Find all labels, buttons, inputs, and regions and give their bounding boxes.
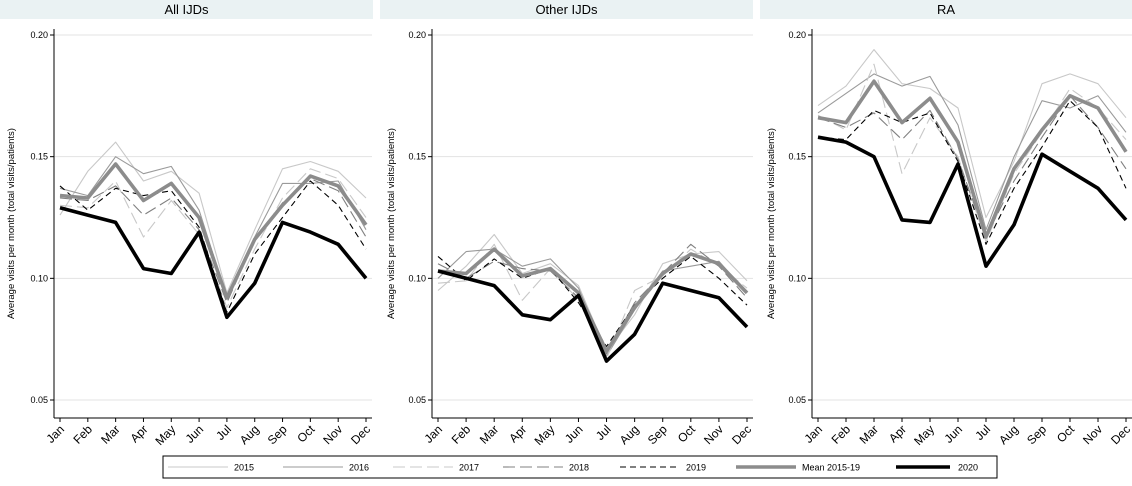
series-line-2019	[437, 255, 748, 348]
x-tick-label: Mar	[477, 422, 502, 447]
x-tick-label: Nov	[701, 422, 726, 447]
y-tick-label: 0.10	[408, 273, 426, 283]
legend: 2015 2016 2017 2018 2019 Mean 2015-19 2020	[162, 455, 998, 479]
x-tick-label: Feb	[70, 422, 95, 447]
y-tick-label: 0.10	[30, 273, 48, 283]
series-line-2015	[817, 49, 1127, 219]
x-tick-label: May	[911, 422, 937, 448]
panel-ra: RA 0.05 0.10 0.15 0.20 Average visits per mon…	[760, 0, 1132, 448]
x-tick-label: Aug	[996, 422, 1021, 447]
x-tick-label: Jul	[972, 422, 993, 443]
x-tick-label: Nov	[320, 422, 345, 447]
x-tick-label: Sep	[1024, 422, 1049, 447]
x-tick-label: Sep	[645, 422, 670, 447]
y-tick-label: 0.15	[788, 152, 806, 162]
series-line-2019	[817, 100, 1127, 245]
legend-box	[162, 455, 998, 479]
panel-title: All IJDs	[164, 2, 209, 17]
panel-other-ijds: Other IJDs 0.05 0.10 0.15 0.20 Average visits…	[380, 0, 754, 448]
x-tick-label: Feb	[829, 422, 854, 447]
x-tick-label: Jun	[183, 422, 207, 446]
series-line-mean-2015-19	[437, 247, 749, 354]
y-axis-label: Average visits per month (total visits/p…	[6, 128, 17, 319]
x-tick-label: Oct	[1054, 422, 1078, 446]
series-line-mean-2015-19	[817, 79, 1128, 239]
x-tick-label: Oct	[294, 422, 318, 446]
series-line-2020	[817, 135, 1128, 268]
series-line-2019	[59, 180, 367, 313]
series-line-2015	[59, 141, 367, 294]
x-tick-label: Mar	[857, 422, 882, 447]
x-tick-label: Dec	[348, 422, 373, 447]
y-tick-label: 0.15	[408, 152, 426, 162]
x-tick-label: Jun	[942, 422, 966, 446]
legend-label: 2019	[686, 463, 706, 473]
panel-title-strip	[760, 0, 1132, 19]
x-tick-label: May	[152, 422, 178, 448]
series-line-2017	[817, 63, 1127, 243]
y-tick-label: 0.20	[30, 30, 48, 40]
y-tick-label: 0.10	[788, 273, 806, 283]
y-tick-label: 0.05	[408, 395, 426, 405]
y-tick-label: 0.05	[30, 395, 48, 405]
x-tick-label: Feb	[449, 422, 474, 447]
panel-title-strip	[380, 0, 753, 19]
legend-label: Mean 2015-19	[802, 463, 860, 473]
x-tick-label: Jul	[213, 422, 234, 443]
series-line-2017	[437, 243, 748, 360]
panel-title: Other IJDs	[535, 2, 598, 17]
x-tick-label: Jun	[562, 422, 586, 446]
series-line-2020	[437, 269, 749, 363]
series-line-2016	[437, 248, 748, 357]
x-tick-label: Dec	[1108, 422, 1132, 447]
x-tick-label: Dec	[729, 422, 754, 447]
y-axis-label: Average visits per month (total visits/p…	[386, 128, 397, 319]
x-tick-label: Oct	[675, 422, 699, 446]
x-tick-label: Jul	[593, 422, 614, 443]
x-tick-label: Jan	[422, 422, 446, 446]
legend-label: 2020	[958, 463, 978, 473]
legend-label: 2016	[349, 463, 369, 473]
x-tick-label: Jan	[44, 422, 68, 446]
y-tick-label: 0.15	[30, 152, 48, 162]
x-tick-label: May	[532, 422, 558, 448]
panel-title-strip	[0, 0, 373, 19]
y-tick-label: 0.05	[788, 395, 806, 405]
x-tick-label: Mar	[98, 422, 123, 447]
y-tick-label: 0.20	[788, 30, 806, 40]
x-tick-label: Jan	[802, 422, 826, 446]
x-tick-label: Sep	[265, 422, 290, 447]
series-line-mean-2015-19	[59, 162, 368, 300]
x-tick-label: Apr	[127, 422, 150, 445]
x-tick-label: Aug	[617, 422, 642, 447]
series-line-2016	[817, 73, 1127, 231]
x-tick-label: Nov	[1080, 422, 1105, 447]
legend-label: 2018	[569, 463, 589, 473]
series-line-2018	[59, 178, 367, 304]
x-tick-label: Apr	[886, 422, 909, 445]
y-tick-label: 0.20	[408, 30, 426, 40]
panel-all-ijds: All IJDs 0.05 0.10 0.15 0.20 Average visits p…	[0, 0, 373, 448]
x-tick-label: Apr	[506, 422, 529, 445]
legend-label: 2015	[234, 463, 254, 473]
legend-label: 2017	[459, 463, 479, 473]
series-line-2018	[437, 243, 748, 355]
y-axis-label: Average visits per month (total visits/p…	[766, 128, 777, 319]
x-tick-label: Aug	[237, 422, 262, 447]
panel-title: RA	[937, 2, 955, 17]
series-line-2020	[59, 206, 368, 320]
